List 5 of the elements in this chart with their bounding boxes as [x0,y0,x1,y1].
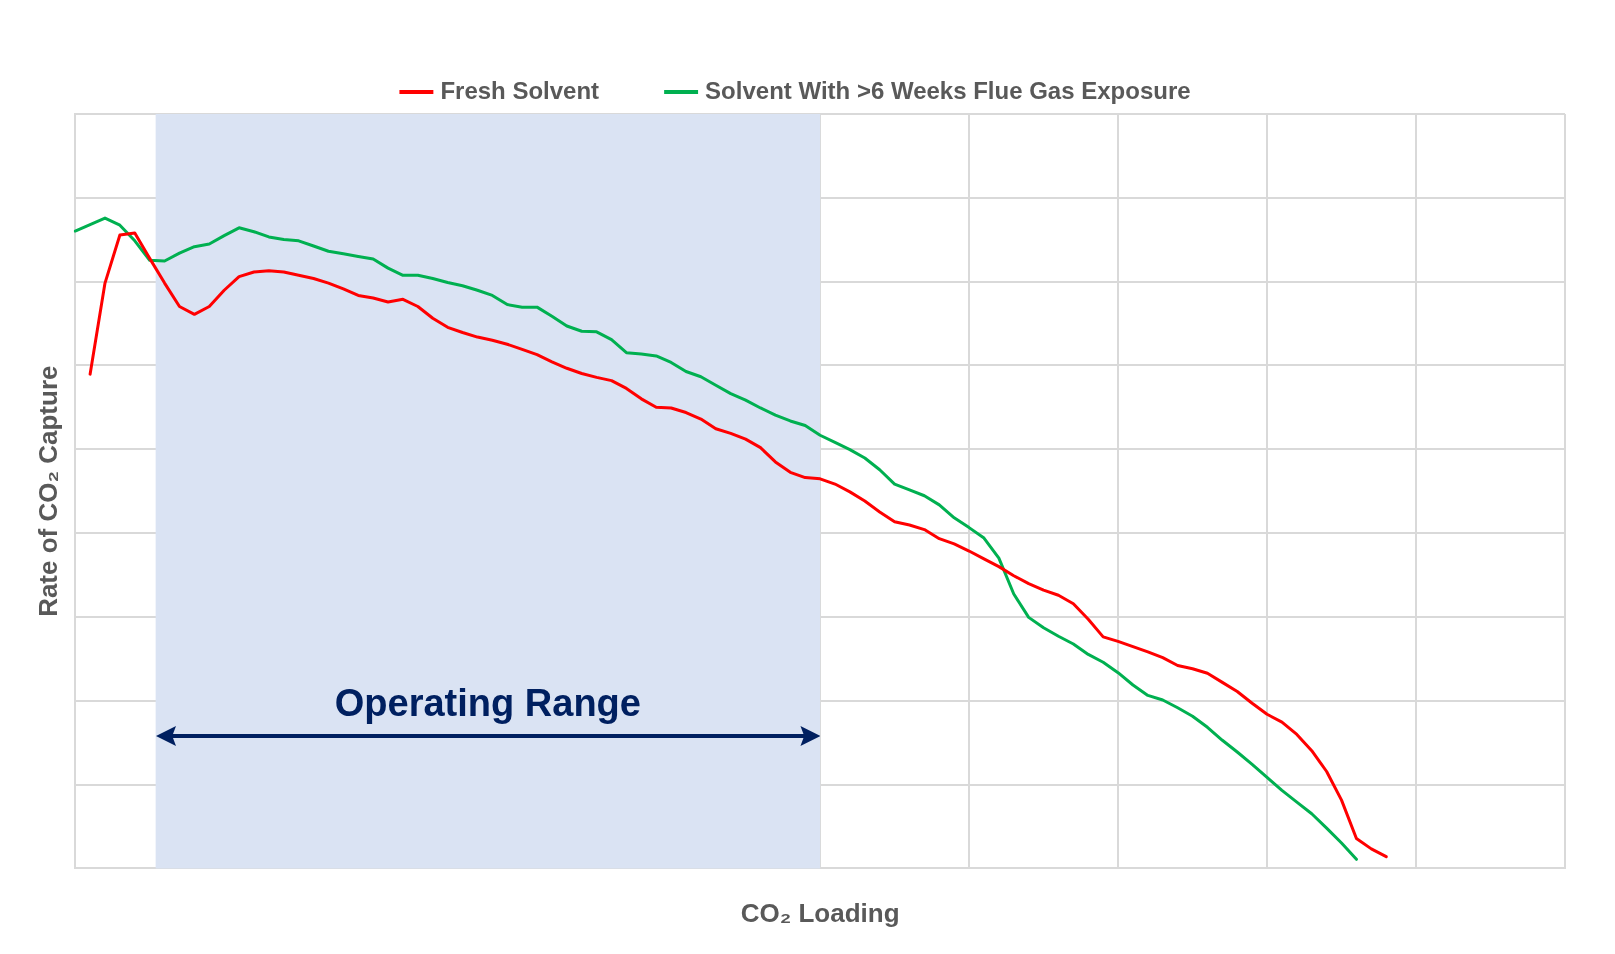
x-axis-title: CO₂ Loading [740,897,900,928]
legend-label: Fresh Solvent [440,76,600,104]
y-axis-title: Rate of CO₂ Capture [32,365,63,617]
annotation: Operating Range [334,681,641,724]
legend-label: Solvent With >6 Weeks Flue Gas Exposure [705,76,1191,104]
